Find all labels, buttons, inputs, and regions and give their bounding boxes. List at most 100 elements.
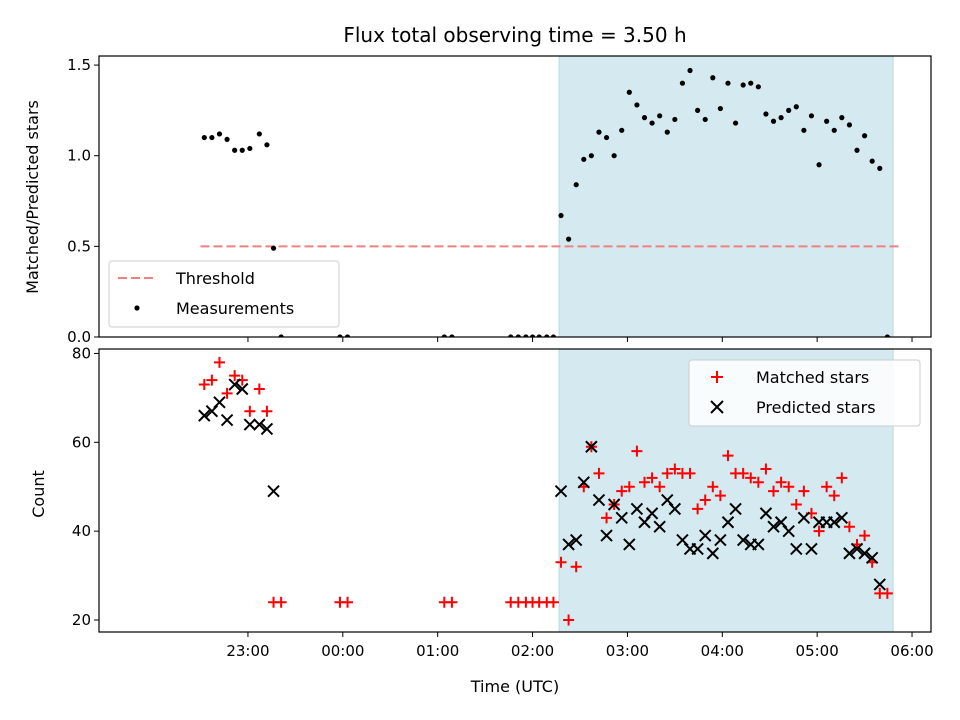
data-point [752,476,764,488]
data-point [859,530,871,542]
data-point [861,133,868,139]
data-point [843,547,856,560]
data-point [790,498,802,510]
data-point [775,476,787,488]
data-point [449,334,455,337]
data-point [213,356,225,368]
data-point [623,481,635,493]
plot-layer: 0.0 0.5 1.0 1.5 Threshold Measurements 20 40 60 8… [67,55,934,660]
data-point [603,134,610,141]
data-point [740,82,746,88]
data-point [278,334,284,337]
data-point [692,503,704,515]
data-point [585,440,598,453]
series-predicted-stars [198,378,886,591]
y-tick-label: 0.0 [67,328,91,346]
legend-label: Predicted stars [756,398,876,417]
data-point [649,120,655,126]
data-point [645,507,659,520]
data-point [691,542,704,556]
data-point [816,162,822,168]
data-point [797,511,811,525]
data-point [767,520,780,533]
data-point [725,80,731,86]
data-point [224,136,230,142]
ratio-panel-data [200,67,903,337]
top-y-axis-label: Matched/Predicted stars [23,100,42,294]
data-point [563,614,575,626]
data-point [198,409,211,422]
data-point [342,596,354,608]
data-point [768,485,780,497]
data-point [714,533,727,547]
data-point [786,107,792,113]
data-point [672,116,678,123]
legend-marker [710,400,724,414]
data-point [228,378,241,391]
data-point [600,529,613,542]
data-point [831,127,837,133]
data-point [646,472,658,484]
data-point [736,533,750,547]
data-point [596,129,602,135]
data-point [198,379,210,391]
legend-label: Matched stars [756,368,869,387]
data-point [669,463,681,475]
data-point [515,334,521,337]
data-point [344,334,351,337]
data-point [239,147,245,153]
data-point [821,481,833,493]
data-point [881,587,893,599]
data-point [679,80,686,86]
data-point [695,107,701,113]
data-point [869,158,875,164]
ratio-panel-legend: Threshold Measurements [108,260,340,328]
legend-box [688,359,921,427]
data-point [555,556,567,568]
y-tick-label: 20 [72,611,91,629]
data-point [270,245,277,251]
data-point [835,511,849,525]
data-point [828,490,840,502]
data-point [201,134,207,141]
data-point [813,525,825,537]
data-point [824,118,830,124]
data-point [441,334,447,337]
data-point [721,516,735,529]
data-point [782,524,795,538]
data-point [337,334,343,337]
data-point [611,153,617,159]
data-point [873,578,886,591]
data-point [737,467,749,479]
data-point [641,115,648,121]
y-tick-label: 1.0 [67,147,91,165]
bottom-y-axis-label: Count [29,470,48,518]
x-tick-label: 04:00 [701,642,744,660]
series-matched-stars [198,356,893,626]
data-point [858,547,871,560]
data-point [654,481,666,493]
data-point [717,105,723,112]
data-point [707,481,719,493]
data-point [748,80,754,86]
data-point [854,147,860,153]
data-point [592,493,606,507]
data-point [261,405,273,417]
ratio-panel: 0.0 0.5 1.0 1.5 Threshold Measurements [67,55,932,346]
ratio-panel-observing-window [559,56,894,337]
data-point [699,529,712,542]
data-point [798,485,810,497]
data-point [846,122,853,128]
data-point [793,104,799,110]
data-point [843,521,855,533]
data-point [550,334,557,337]
data-point [828,516,841,529]
y-tick-label: 1.5 [67,56,91,74]
data-point [760,463,772,475]
x-tick-label: 02:00 [511,642,554,660]
data-point [260,422,274,436]
count-panel-frame [98,348,932,633]
legend-marker [134,305,140,311]
data-point [213,396,226,409]
data-point [630,502,644,516]
